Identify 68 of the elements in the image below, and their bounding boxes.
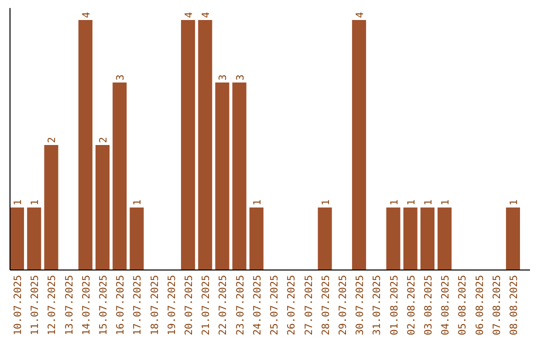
data-label: 4 (184, 12, 196, 18)
data-label: 4 (201, 12, 212, 18)
data-label: 1 (252, 199, 264, 206)
x-tick-label: 22.07.2025 (218, 275, 230, 336)
data-label: 2 (98, 136, 110, 143)
x-tick-label: 04.08.2025 (440, 275, 452, 336)
data-label: 4 (355, 12, 366, 18)
bar (386, 208, 400, 270)
x-tick-label: 24.07.2025 (252, 275, 264, 336)
x-tick-label: 15.07.2025 (98, 275, 110, 336)
x-tick-label: 03.08.2025 (423, 275, 434, 336)
x-tick-label: 31.07.2025 (372, 275, 384, 336)
bar (352, 20, 366, 270)
bar (215, 82, 230, 270)
data-label: 3 (235, 74, 246, 80)
x-tick-label: 06.08.2025 (474, 275, 486, 336)
bar (198, 20, 212, 270)
data-label: 1 (132, 199, 144, 206)
data-label: 1 (30, 199, 42, 206)
data-label: 1 (440, 199, 452, 206)
data-label: 1 (406, 199, 418, 206)
bar (130, 208, 144, 270)
bar (420, 208, 434, 270)
bar (403, 208, 418, 270)
x-tick-label: 18.07.2025 (150, 275, 161, 336)
data-label: 2 (47, 136, 58, 143)
x-tick-label: 23.07.2025 (235, 275, 246, 336)
x-tick-label: 20.07.2025 (184, 275, 196, 336)
data-label: 1 (508, 199, 520, 206)
bar (78, 20, 92, 270)
x-tick-label: 07.08.2025 (492, 275, 503, 336)
data-label: 3 (218, 74, 230, 80)
data-label: 1 (13, 199, 24, 206)
x-tick-label: 26.07.2025 (286, 275, 298, 336)
data-label: 3 (116, 74, 127, 80)
x-tick-label: 21.07.2025 (201, 275, 212, 336)
bar (249, 208, 264, 270)
bar (27, 208, 42, 270)
x-tick-label: 19.07.2025 (166, 275, 178, 336)
bar (181, 20, 196, 270)
data-label: 1 (320, 199, 332, 206)
x-tick-label: 29.07.2025 (338, 275, 349, 336)
bar (438, 208, 452, 270)
bar (10, 208, 24, 270)
x-tick-label: 02.08.2025 (406, 275, 418, 336)
bar (232, 82, 246, 270)
bar (44, 145, 58, 270)
x-tick-label: 12.07.2025 (47, 275, 58, 336)
bar (318, 208, 332, 270)
bar (96, 145, 110, 270)
data-label: 4 (81, 12, 92, 18)
x-tick-label: 17.07.2025 (132, 275, 144, 336)
x-tick-label: 01.08.2025 (389, 275, 400, 336)
x-tick-label: 08.08.2025 (508, 275, 520, 336)
bar (506, 208, 520, 270)
x-tick-label: 14.07.2025 (81, 275, 92, 336)
x-tick-label: 13.07.2025 (64, 275, 76, 336)
x-tick-label: 16.07.2025 (116, 275, 127, 336)
bar (112, 82, 127, 270)
data-label: 1 (389, 199, 400, 206)
x-tick-label: 25.07.2025 (270, 275, 281, 336)
x-tick-label: 27.07.2025 (304, 275, 315, 336)
x-tick-label: 11.07.2025 (30, 275, 42, 336)
x-tick-label: 05.08.2025 (458, 275, 469, 336)
x-tick-label: 10.07.2025 (13, 275, 24, 336)
x-tick-label: 28.07.2025 (320, 275, 332, 336)
x-tick-label: 30.07.2025 (355, 275, 366, 336)
data-label: 1 (423, 199, 434, 206)
